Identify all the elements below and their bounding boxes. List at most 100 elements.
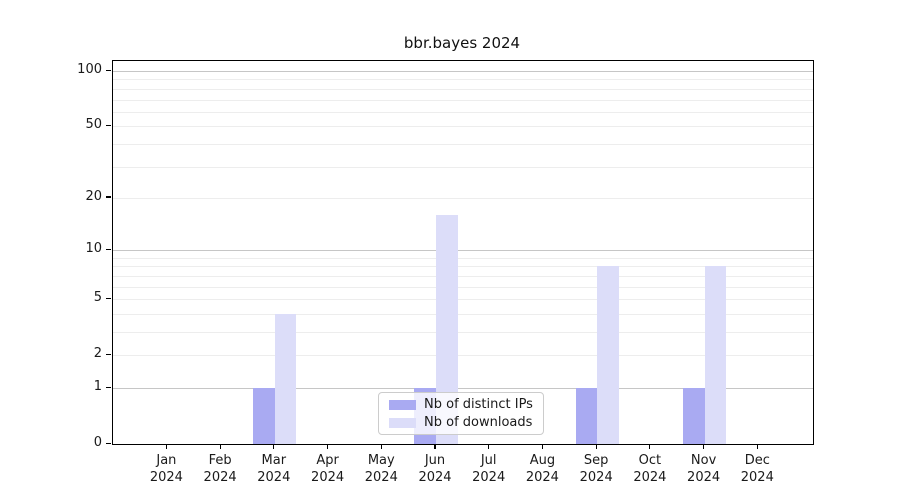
xtick-mark-nov <box>703 444 705 449</box>
gridline-minor-3 <box>113 332 813 333</box>
xtick-month-may: May <box>367 453 395 468</box>
xtick-year-mar: 2024 <box>257 470 291 485</box>
gridline-minor-5 <box>113 299 813 301</box>
xtick-mark-dec <box>756 444 758 449</box>
xtick-year-apr: 2024 <box>311 470 345 485</box>
xtick-month-jan: Jan <box>156 453 177 468</box>
xtick-mark-jul <box>488 444 490 449</box>
legend-swatch-distinct-ips <box>389 399 416 410</box>
xtick-year-dec: 2024 <box>740 470 774 485</box>
legend-label-downloads: Nb of downloads <box>424 415 533 430</box>
legend-item-distinct-ips: Nb of distinct IPs <box>385 397 537 412</box>
gridline-minor-50 <box>113 126 813 128</box>
xtick-label-mar: Mar 2024 <box>247 452 301 486</box>
ytick-mark-2 <box>106 353 111 355</box>
ytick-label-5: 5 <box>93 290 102 306</box>
bar-distinct_ips-nov <box>682 388 705 444</box>
xtick-year-nov: 2024 <box>687 470 721 485</box>
xtick-label-feb: Feb 2024 <box>193 452 247 486</box>
xtick-year-jan: 2024 <box>149 470 183 485</box>
xtick-label-jun: Jun 2024 <box>408 452 462 486</box>
xtick-month-jun: Jun <box>424 453 446 468</box>
xtick-year-jun: 2024 <box>418 470 452 485</box>
xtick-mark-sep <box>595 444 597 449</box>
xtick-label-jul: Jul 2024 <box>462 452 516 486</box>
plot-area <box>112 60 814 445</box>
xtick-mark-feb <box>219 444 221 449</box>
chart-title: bbr.bayes 2024 <box>403 34 521 52</box>
ytick-mark-10 <box>106 248 111 250</box>
xtick-label-dec: Dec 2024 <box>730 452 784 486</box>
legend-swatch-downloads <box>389 417 416 428</box>
xtick-year-aug: 2024 <box>525 470 559 485</box>
xtick-mark-mar <box>273 444 275 449</box>
xtick-label-may: May 2024 <box>354 452 408 486</box>
xtick-month-nov: Nov <box>690 453 717 468</box>
gridline-minor-4 <box>113 313 813 315</box>
gridline-minor-6 <box>113 286 813 288</box>
gridline-major-100 <box>113 71 813 72</box>
gridline-minor-80 <box>113 88 813 90</box>
bar-downloads-nov <box>704 266 727 444</box>
xtick-mark-jun <box>434 444 436 449</box>
xtick-month-mar: Mar <box>261 453 287 468</box>
xtick-month-jul: Jul <box>480 453 497 468</box>
legend: Nb of distinct IPs Nb of downloads <box>378 392 544 435</box>
gridline-minor-30 <box>113 166 813 168</box>
ytick-label-100: 100 <box>77 62 102 77</box>
legend-item-downloads: Nb of downloads <box>385 415 537 430</box>
legend-label-distinct-ips: Nb of distinct IPs <box>424 397 533 412</box>
xtick-label-sep: Sep 2024 <box>569 452 623 486</box>
xtick-month-dec: Dec <box>744 453 770 468</box>
xtick-year-sep: 2024 <box>579 470 613 485</box>
ytick-label-1: 1 <box>93 379 102 394</box>
bar-distinct_ips-sep <box>575 388 598 444</box>
ytick-mark-100 <box>106 69 111 71</box>
bar-downloads-jun <box>436 215 458 444</box>
xtick-month-oct: Oct <box>638 453 662 468</box>
ytick-label-10: 10 <box>85 241 102 257</box>
xtick-label-jan: Jan 2024 <box>139 452 193 486</box>
ytick-label-2: 2 <box>93 346 102 362</box>
xtick-month-aug: Aug <box>529 453 556 468</box>
xtick-year-oct: 2024 <box>633 470 667 485</box>
gridline-minor-90 <box>113 79 813 81</box>
xtick-label-aug: Aug 2024 <box>515 452 569 486</box>
ytick-mark-1 <box>106 386 111 388</box>
ytick-mark-20 <box>106 196 111 198</box>
gridline-minor-60 <box>113 111 813 113</box>
gridline-minor-9 <box>113 257 813 259</box>
xtick-mark-may <box>380 444 382 449</box>
gridline-minor-8 <box>113 266 813 268</box>
gridline-major-10 <box>113 250 813 252</box>
ytick-mark-5 <box>106 297 111 299</box>
gridline-minor-20 <box>113 197 813 199</box>
xtick-label-nov: Nov 2024 <box>677 452 731 486</box>
gridline-minor-70 <box>113 99 813 101</box>
bar-distinct_ips-mar <box>253 388 275 444</box>
xtick-year-feb: 2024 <box>203 470 237 485</box>
xtick-year-jul: 2024 <box>472 470 506 485</box>
gridline-minor-7 <box>113 275 813 277</box>
ytick-mark-50 <box>106 124 111 126</box>
bar-downloads-mar <box>274 313 297 444</box>
ytick-mark-0 <box>106 442 111 444</box>
xtick-month-apr: Apr <box>316 453 339 468</box>
xtick-month-sep: Sep <box>583 453 609 468</box>
xtick-label-apr: Apr 2024 <box>301 452 355 486</box>
xtick-mark-aug <box>541 444 543 449</box>
ytick-label-20: 20 <box>85 188 102 204</box>
gridline-major-1 <box>113 388 813 389</box>
xtick-mark-jan <box>165 444 167 449</box>
bar-downloads-sep <box>597 266 619 444</box>
gridline-minor-2 <box>113 355 813 357</box>
ytick-label-0: 0 <box>93 435 102 450</box>
gridline-minor-40 <box>113 143 813 145</box>
xtick-year-may: 2024 <box>364 470 398 485</box>
xtick-mark-apr <box>327 444 329 449</box>
xtick-label-oct: Oct 2024 <box>623 452 677 486</box>
xtick-month-feb: Feb <box>208 453 232 468</box>
ytick-label-50: 50 <box>85 117 102 133</box>
xtick-mark-oct <box>649 444 651 449</box>
